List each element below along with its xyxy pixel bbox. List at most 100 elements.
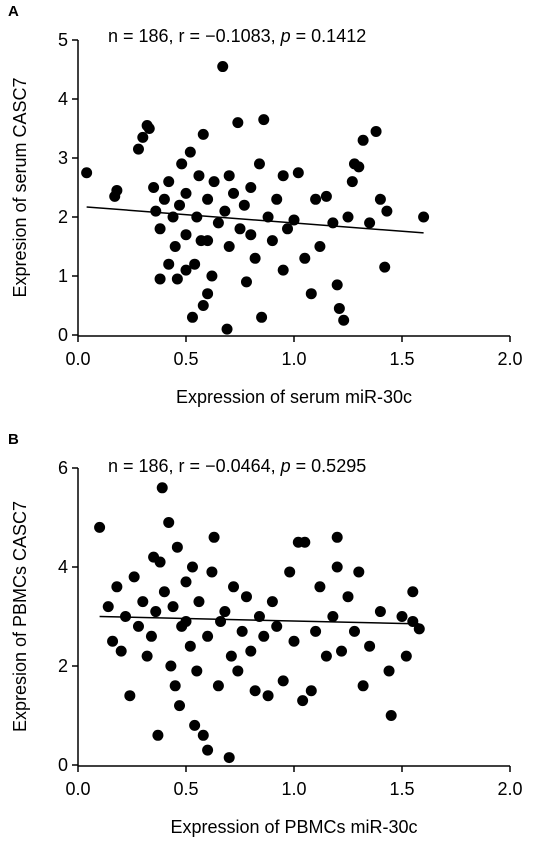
annotation-part: p: [280, 26, 291, 46]
point: [156, 482, 168, 494]
point: [158, 586, 170, 598]
point: [189, 719, 201, 731]
x-tick-label: 0.5: [173, 349, 198, 369]
point: [137, 131, 149, 143]
point: [374, 193, 386, 205]
point: [180, 576, 192, 588]
point: [191, 211, 203, 223]
point: [342, 591, 354, 603]
point: [277, 170, 289, 182]
point: [253, 611, 265, 622]
point: [364, 217, 376, 229]
point: [124, 690, 136, 702]
x-tick-label: 1.0: [281, 349, 306, 369]
point: [277, 675, 289, 687]
annotation: n = 186, r = −0.1083, p = 0.1412: [108, 26, 366, 46]
point: [154, 273, 166, 285]
point: [174, 700, 186, 712]
point: [383, 665, 395, 677]
point: [238, 199, 250, 211]
point: [348, 625, 360, 637]
y-tick-label: 4: [58, 557, 68, 577]
point: [271, 193, 283, 205]
point: [364, 640, 376, 652]
point: [150, 606, 162, 618]
point: [212, 680, 224, 692]
point: [189, 258, 201, 270]
x-tick-label: 1.5: [389, 349, 414, 369]
point: [245, 229, 257, 241]
y-tick-label: 3: [58, 148, 68, 168]
y-tick-label: 4: [58, 89, 68, 109]
point: [338, 314, 350, 326]
y-tick-label: 2: [58, 656, 68, 676]
point: [206, 566, 218, 578]
point: [336, 645, 348, 657]
point: [374, 606, 386, 618]
point: [225, 650, 237, 662]
point: [186, 311, 198, 323]
point: [256, 311, 268, 323]
point: [284, 566, 296, 578]
panel-label: A: [8, 3, 19, 20]
point: [333, 302, 345, 314]
point: [320, 650, 332, 662]
y-axis-label: Expresion of serum CASC7: [10, 77, 30, 297]
point: [407, 615, 419, 627]
point: [115, 645, 127, 657]
point: [141, 650, 153, 662]
y-tick-label: 0: [58, 755, 68, 775]
point: [327, 611, 339, 622]
point: [202, 744, 214, 756]
point: [266, 596, 278, 608]
point: [310, 625, 322, 637]
point: [331, 561, 343, 573]
point: [219, 205, 231, 217]
point: [245, 645, 257, 657]
point: [167, 601, 179, 613]
point: [413, 623, 425, 635]
point: [418, 211, 430, 223]
point: [193, 170, 205, 182]
point: [206, 270, 218, 282]
y-tick-label: 1: [58, 266, 68, 286]
x-tick-label: 2.0: [497, 349, 522, 369]
point: [249, 685, 261, 697]
y-tick-label: 6: [58, 458, 68, 478]
point: [292, 167, 304, 179]
point: [357, 134, 369, 146]
point: [353, 161, 365, 173]
point: [197, 128, 209, 140]
point: [145, 630, 157, 642]
y-axis-label: Expresion of PBMCs CASC7: [10, 501, 30, 732]
x-tick-label: 0.5: [173, 779, 198, 799]
point: [249, 252, 261, 264]
point: [148, 551, 160, 563]
point: [353, 566, 365, 578]
point: [202, 193, 214, 205]
point: [346, 176, 358, 188]
point: [143, 123, 155, 134]
point: [197, 300, 209, 311]
point: [385, 710, 397, 721]
point: [223, 241, 235, 252]
point: [221, 323, 233, 335]
point: [223, 170, 235, 182]
point: [180, 187, 192, 199]
point: [299, 536, 311, 548]
point: [299, 252, 311, 264]
point: [202, 288, 214, 300]
point: [232, 665, 244, 677]
point: [379, 261, 391, 273]
point: [288, 635, 300, 647]
point: [262, 211, 274, 223]
point: [202, 235, 214, 247]
point: [176, 158, 188, 170]
point: [331, 279, 343, 291]
point: [236, 625, 248, 637]
point: [81, 167, 93, 179]
point: [400, 650, 412, 662]
point: [165, 660, 177, 672]
point: [128, 571, 140, 583]
x-axis-label: Expression of PBMCs miR-30c: [170, 817, 417, 837]
